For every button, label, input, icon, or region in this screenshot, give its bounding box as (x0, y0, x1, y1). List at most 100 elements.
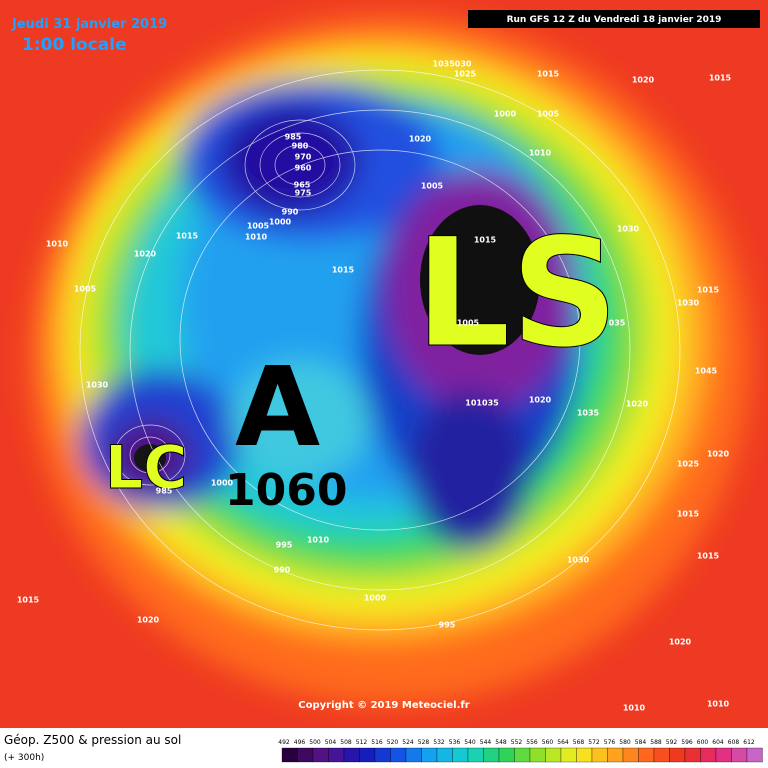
legend-label: 524 (402, 739, 414, 746)
legend-label: 544 (480, 739, 492, 746)
isobar-label: 1020 (669, 638, 692, 647)
legend-swatch (591, 747, 608, 763)
legend-swatch (638, 747, 655, 763)
isobar-label: 1035 (577, 409, 600, 418)
isobar-label: 1025 (454, 70, 477, 79)
isobar-label: 1030 (617, 225, 640, 234)
legend-label: 572 (588, 739, 600, 746)
legend-label: 604 (712, 739, 724, 746)
legend-label: 596 (681, 739, 693, 746)
isobar-label: 035 (609, 319, 626, 328)
legend-label: 612 (743, 739, 755, 746)
isobar-label: 1010 (623, 704, 646, 713)
legend-label: 508 (340, 739, 352, 746)
legend-label: 500 (309, 739, 321, 746)
time-label: 1:00 locale (22, 35, 127, 55)
legend-label: 600 (697, 739, 709, 746)
isobar-label: 985 (156, 487, 173, 496)
legend-swatch (483, 747, 500, 763)
legend-label: 564 (557, 739, 569, 746)
isobar-label: 990 (282, 208, 299, 217)
legend-swatch (746, 747, 763, 763)
isobar-label: 1005 (537, 110, 560, 119)
footer-lead: (+ 300h) (4, 753, 44, 763)
geopotential-field (0, 0, 768, 728)
isobar-label: 1000 (269, 218, 292, 227)
isobar-label: 101035 (465, 399, 499, 408)
run-label: Run GFS 12 Z du Vendredi 18 janvier 2019 (507, 15, 722, 25)
legend-label: 520 (387, 739, 399, 746)
annotation-ls: LS (415, 207, 619, 381)
annotation-high-value: 1060 (225, 465, 347, 516)
legend-label: 548 (495, 739, 507, 746)
legend-swatch (374, 747, 391, 763)
isobar-label: 1030 (677, 299, 700, 308)
legend-swatch (669, 747, 686, 763)
isobar-label: 1025 (677, 460, 700, 469)
isobar-label: 960 (295, 164, 312, 173)
isobar-label: 1020 (632, 76, 655, 85)
run-box (468, 10, 760, 28)
isobar-label: 1005 (74, 285, 97, 294)
legend-label: 504 (325, 739, 337, 746)
legend-label: 540 (464, 739, 476, 746)
isobar-label: 1030 (86, 381, 109, 390)
isobar-label: 1005 (247, 222, 270, 231)
legend-swatch (452, 747, 469, 763)
isobar-label: 1045 (695, 367, 718, 376)
isobar-label: 1020 (137, 616, 160, 625)
legend-swatch (436, 747, 453, 763)
legend-label: 552 (511, 739, 523, 746)
legend-swatch (622, 747, 639, 763)
isobar-label: 1015 (17, 596, 40, 605)
isobar-label: 1015 (474, 236, 497, 245)
legend-swatch (653, 747, 670, 763)
isobar-label: 1020 (134, 250, 157, 259)
isobar-label: 1015 (332, 266, 355, 275)
isobar-label: 1020 (409, 135, 432, 144)
legend-swatch (560, 747, 577, 763)
isobar-label: 990 (274, 566, 291, 575)
legend-swatch (281, 747, 298, 763)
legend-swatch (390, 747, 407, 763)
copyright: Copyright © 2019 Meteociel.fr (298, 700, 469, 711)
legend-swatch (343, 747, 360, 763)
legend-label: 532 (433, 739, 445, 746)
legend-label: 592 (666, 739, 678, 746)
legend-label: 516 (371, 739, 383, 746)
legend-label: 496 (294, 739, 306, 746)
legend-swatch (529, 747, 546, 763)
isobar-label: 1020 (707, 450, 730, 459)
legend-swatch (514, 747, 531, 763)
isobar-label: 1030 (567, 556, 590, 565)
legend-label: 576 (604, 739, 616, 746)
annotation-high: A (235, 343, 320, 471)
isobar-label: 1005 (457, 319, 480, 328)
legend-label: 584 (635, 739, 647, 746)
legend-label: 608 (728, 739, 740, 746)
legend-swatch (715, 747, 732, 763)
legend-label: 568 (573, 739, 585, 746)
isobar-label: 1010 (245, 233, 268, 242)
isobar-label: 1035030 (433, 60, 472, 69)
isobar-label: 1000 (211, 479, 234, 488)
legend-swatch (359, 747, 376, 763)
isobar-label: 1015 (697, 286, 720, 295)
isobar-label: 965 (294, 181, 311, 190)
legend-swatch (405, 747, 422, 763)
annotation-lc: LC (105, 433, 187, 503)
legend-label: 512 (356, 739, 368, 746)
isobar-label: 985 (285, 133, 302, 142)
legend-swatch (467, 747, 484, 763)
isobar-label: 1000 (494, 110, 517, 119)
isobar-label: 1015 (677, 510, 700, 519)
legend-swatch (421, 747, 438, 763)
legend-swatch (297, 747, 314, 763)
legend-swatch (684, 747, 701, 763)
isobar-label: 1010 (307, 536, 330, 545)
legend-swatch (607, 747, 624, 763)
legend-swatch (312, 747, 329, 763)
legend-swatch (576, 747, 593, 763)
isobar-label: 1020 (529, 396, 552, 405)
